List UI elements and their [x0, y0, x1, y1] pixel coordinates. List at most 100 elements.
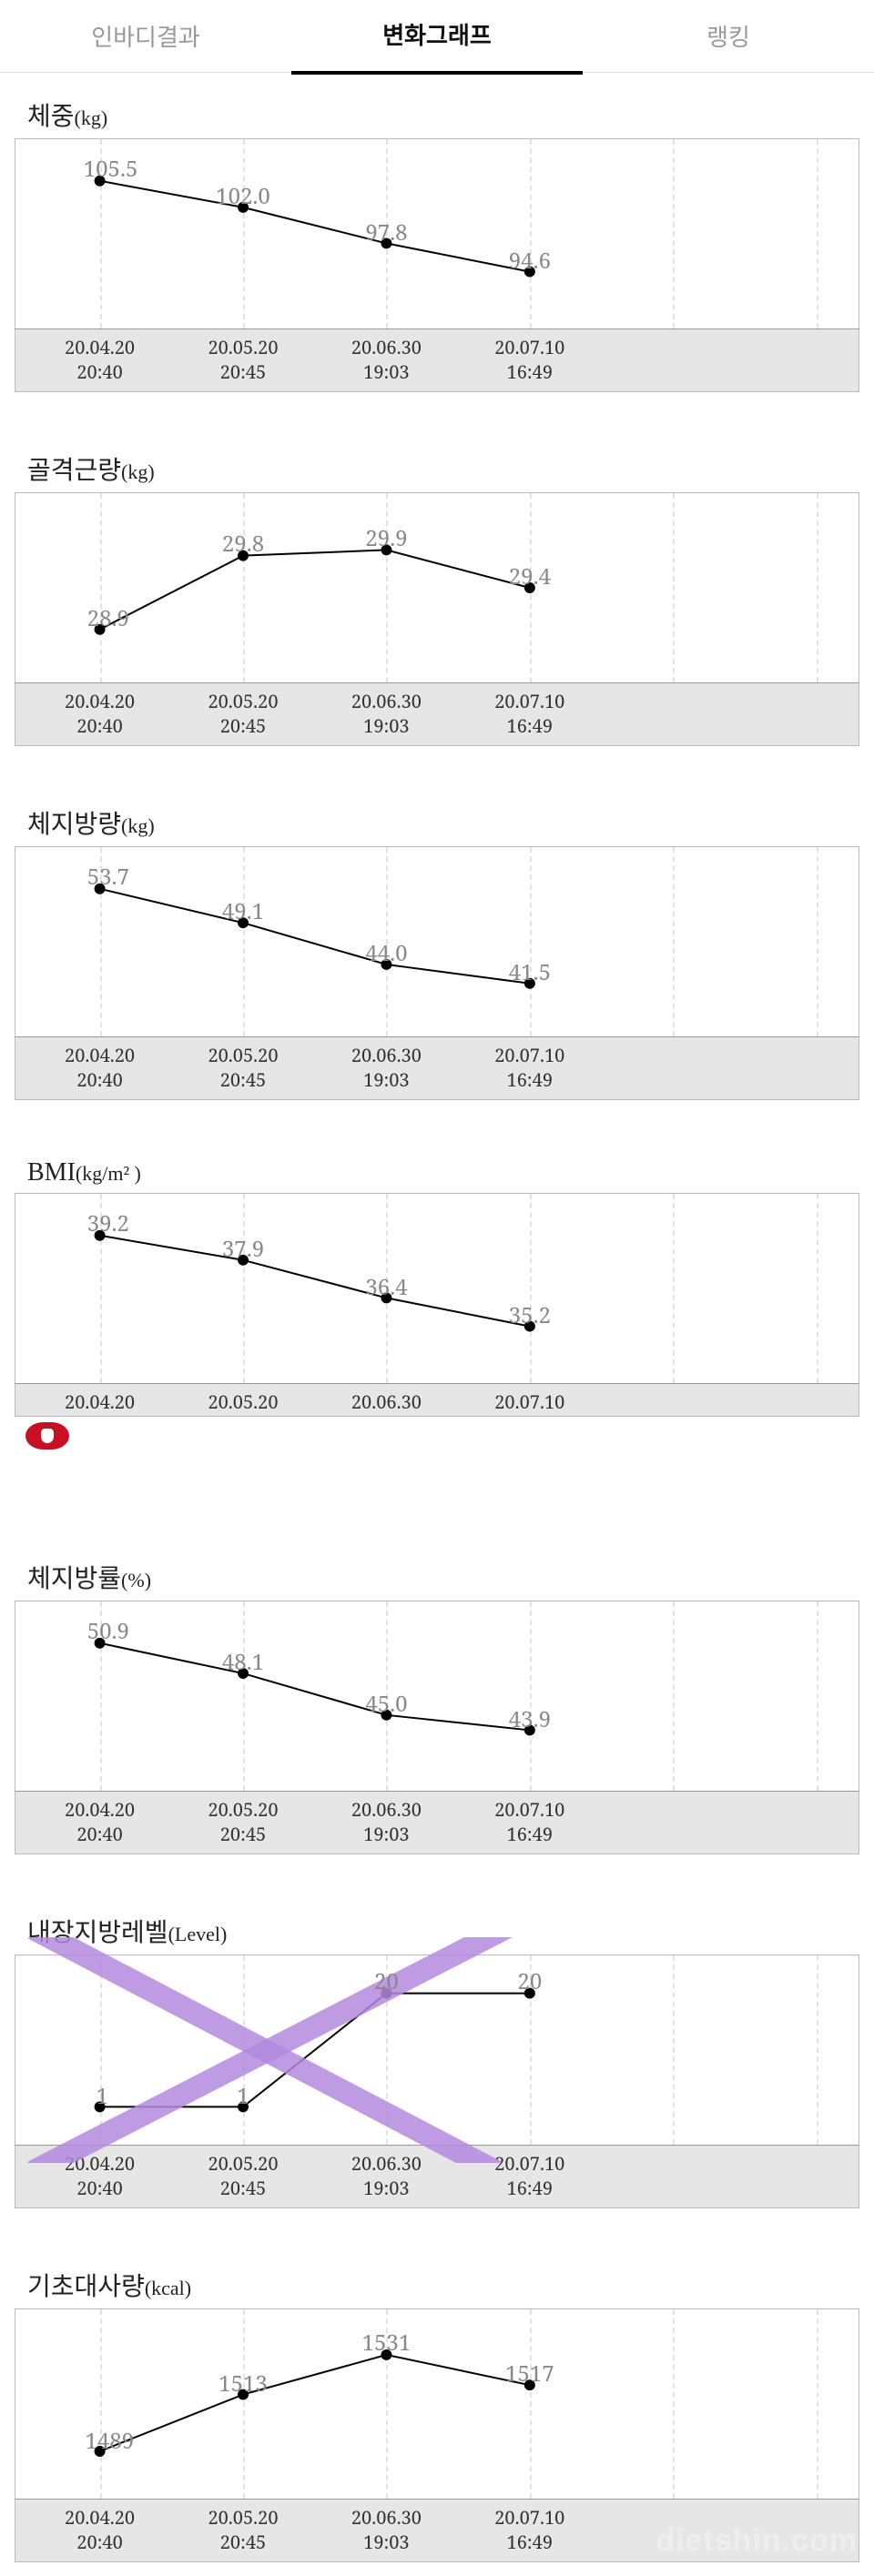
chart-title: 체지방률(%) [0, 1551, 874, 1601]
series-line [100, 1994, 530, 2107]
value-label: 105.5 [84, 154, 138, 184]
value-label: 36.4 [365, 1272, 407, 1302]
x-axis-time: 19:03 [315, 2530, 458, 2554]
value-label: 49.1 [222, 896, 264, 926]
chart-title-text: 체지방량 [27, 811, 121, 839]
x-axis-label: 20.06.3019:03 [315, 689, 458, 738]
x-axis-label: 20.06.3019:03 [315, 335, 458, 384]
tab-inbody-result[interactable]: 인바디결과 [0, 0, 291, 73]
x-axis-label: 20.05.2020:45 [171, 689, 314, 738]
chart-title-text: BMI [27, 1158, 76, 1187]
chart-plot: 28.929.829.929.4 [15, 492, 859, 683]
x-axis-date: 20.07.10 [458, 335, 601, 359]
x-axis-label: 20.05.2020:45 [171, 2505, 314, 2554]
chart-title: 체중(kg) [0, 89, 874, 138]
x-axis-time: 16:49 [458, 713, 601, 738]
x-axis-label: 20.07.1016:49 [458, 1043, 601, 1092]
x-axis-label: 20.07.1016:49 [458, 1389, 601, 1416]
x-axis-time: 19:03 [315, 359, 458, 384]
x-axis-label: 20.07.1016:49 [458, 689, 601, 738]
x-axis-label: 20.06.3019:03 [315, 2151, 458, 2200]
x-axis: 20.04.2020:4020.05.2020:4520.06.3019:032… [15, 1792, 859, 1854]
x-axis-date: 20.05.20 [171, 335, 314, 359]
spacer [0, 392, 874, 427]
x-axis-date: 20.04.20 [28, 1043, 171, 1067]
x-axis-label: 20.04.2020:40 [28, 1043, 171, 1092]
chart-section-pbf: 체지방률(%)50.948.145.043.920.04.2020:4020.0… [0, 1551, 874, 1854]
x-axis-date: 20.06.30 [315, 1043, 458, 1067]
x-axis-time: 20:40 [28, 2176, 171, 2200]
x-axis-date: 20.05.20 [171, 2505, 314, 2530]
x-axis-date: 20.07.10 [458, 689, 601, 713]
value-label: 1531 [362, 2328, 412, 2358]
tab-change-graph[interactable]: 변화그래프 [291, 0, 583, 75]
value-label: 29.4 [509, 561, 551, 591]
chart-section-weight: 체중(kg)105.5102.097.894.620.04.2020:4020.… [0, 89, 874, 392]
x-axis-time: 16:49 [458, 1067, 601, 1092]
value-label: 48.1 [222, 1647, 264, 1677]
value-label: 50.9 [87, 1616, 129, 1646]
x-axis-label: 20.05.2020:45 [171, 335, 314, 384]
value-label: 44.0 [365, 938, 407, 968]
value-label: 1513 [218, 2369, 268, 2399]
chart-title: 기초대사량(kcal) [0, 2259, 874, 2308]
x-axis-label: 20.04.2020:40 [28, 2505, 171, 2554]
x-axis-label: 20.04.2020:40 [28, 1797, 171, 1846]
chart-svg [15, 1194, 859, 1383]
chart-svg [15, 1955, 859, 2145]
series-line [100, 2355, 530, 2451]
chart-svg [15, 139, 859, 328]
x-axis-time: 20:40 [28, 1067, 171, 1092]
chart-title: 체지방량(kg) [0, 797, 874, 846]
chart-title: 내장지방레벨(Level) [0, 1905, 874, 1955]
x-axis-date: 20.06.30 [315, 1797, 458, 1822]
series-line [100, 550, 530, 629]
series-line [100, 889, 530, 984]
x-axis-date: 20.07.10 [458, 1043, 601, 1067]
x-axis-label: 20.07.1016:49 [458, 1797, 601, 1846]
tab-ranking[interactable]: 랭킹 [583, 0, 874, 73]
chart-title: 골격근량(kg) [0, 443, 874, 492]
chart-unit: (kg/m² ) [76, 1162, 141, 1185]
x-axis-date: 20.06.30 [315, 2151, 458, 2176]
x-axis-date: 20.05.20 [171, 2151, 314, 2176]
x-axis-date: 20.05.20 [171, 1389, 314, 1414]
value-label: 29.8 [222, 529, 264, 559]
chart-title-text: 골격근량 [27, 457, 121, 485]
chart-section-bmi: BMI(kg/m² )39.237.936.435.220.04.2020:40… [0, 1151, 874, 1417]
x-axis-label: 20.04.2020:40 [28, 335, 171, 384]
chart-plot: 39.237.936.435.2 [15, 1193, 859, 1384]
value-label: 29.9 [365, 523, 407, 553]
x-axis: 20.04.2020:4020.05.2020:4520.06.3019:032… [15, 329, 859, 392]
tab-bar: 인바디결과 변화그래프 랭킹 [0, 0, 874, 73]
value-label: 94.6 [509, 246, 551, 276]
chart-section-bfm: 체지방량(kg)53.749.144.041.520.04.2020:4020.… [0, 797, 874, 1100]
spacer [0, 1100, 874, 1135]
x-axis-date: 20.07.10 [458, 1797, 601, 1822]
x-axis-time: 16:49 [458, 2176, 601, 2200]
x-axis-date: 20.04.20 [28, 1389, 171, 1414]
chart-plot: 50.948.145.043.9 [15, 1601, 859, 1792]
chart-unit: (kg) [121, 814, 155, 837]
x-axis-date: 20.05.20 [171, 689, 314, 713]
value-label: 20 [374, 1966, 399, 1996]
x-axis: 20.04.2020:4020.05.2020:4520.06.3019:032… [15, 1037, 859, 1100]
value-label: 1 [237, 2081, 249, 2111]
x-axis-time: 20:40 [28, 713, 171, 738]
chart-title-text: 체중 [27, 103, 75, 131]
x-axis-date: 20.06.30 [315, 2505, 458, 2530]
value-label: 20 [517, 1966, 542, 1996]
value-label: 53.7 [87, 862, 129, 892]
x-axis-label: 20.07.1016:49 [458, 335, 601, 384]
x-axis-time: 16:49 [458, 359, 601, 384]
x-axis-time: 19:03 [315, 713, 458, 738]
x-axis-time: 19:03 [315, 1067, 458, 1092]
chart-unit: (kg) [121, 460, 155, 483]
x-axis-label: 20.06.3019:03 [315, 2505, 458, 2554]
charts-container: 체중(kg)105.5102.097.894.620.04.2020:4020.… [0, 89, 874, 2562]
x-axis-time: 20:40 [28, 359, 171, 384]
x-axis-date: 20.06.30 [315, 1389, 458, 1414]
value-label: 43.9 [509, 1704, 551, 1734]
chart-title-text: 체지방률 [27, 1565, 121, 1593]
chart-section-vfl: 내장지방레벨(Level)11202020.04.2020:4020.05.20… [0, 1905, 874, 2208]
